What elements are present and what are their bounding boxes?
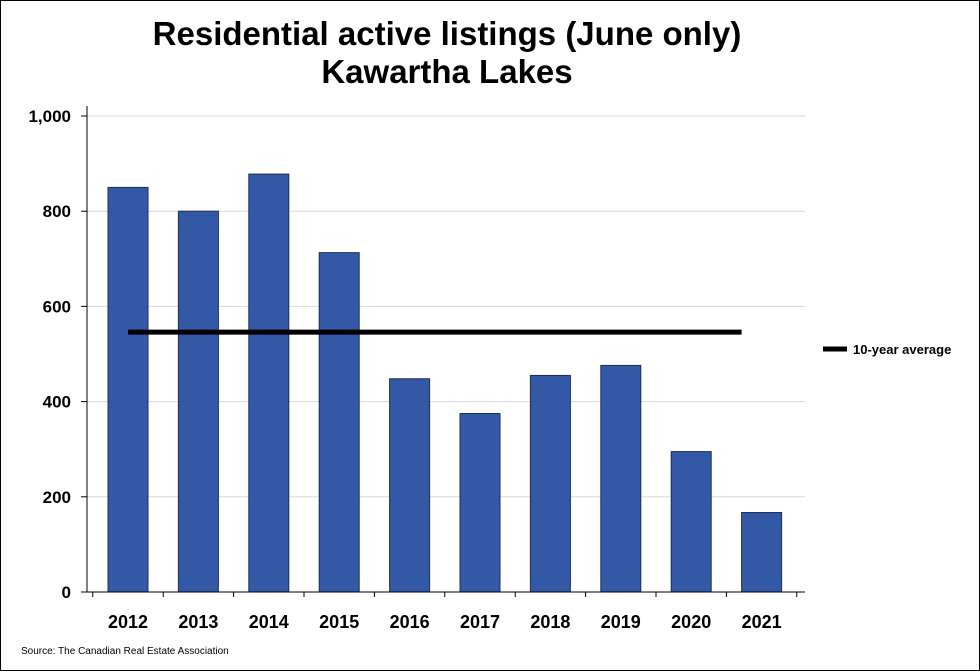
x-tick-label: 2014	[249, 612, 289, 632]
y-tick-label: 200	[43, 488, 71, 507]
y-tick-label: 400	[43, 393, 71, 412]
x-tick-label: 2016	[390, 612, 430, 632]
bar	[177, 210, 219, 593]
bar	[107, 186, 149, 593]
x-tick-label: 2015	[319, 612, 359, 632]
source-note: Source: The Canadian Real Estate Associa…	[21, 646, 229, 657]
bar	[741, 512, 783, 593]
x-tick-label: 2019	[601, 612, 641, 632]
chart-title: Residential active listings (June only)	[152, 15, 742, 52]
chart-subtitle: Kawartha Lakes	[321, 53, 573, 90]
x-tick-label: 2020	[671, 612, 711, 632]
x-tick-label: 2013	[178, 612, 218, 632]
y-tick-label: 600	[43, 297, 71, 316]
x-tick-label: 2012	[108, 612, 148, 632]
y-tick-label: 800	[43, 202, 71, 221]
bar	[389, 378, 431, 593]
bar	[529, 374, 571, 593]
bar	[600, 364, 642, 593]
x-tick-label: 2018	[530, 612, 570, 632]
bar	[318, 252, 360, 593]
legend-label-average: 10-year average	[853, 342, 951, 357]
y-tick-label: 1,000	[28, 107, 71, 126]
y-tick-label: 0	[62, 583, 71, 602]
x-tick-label: 2021	[742, 612, 782, 632]
bar	[459, 413, 501, 593]
chart-title-block: Residential active listings (June only) …	[1, 15, 893, 91]
x-tick-label: 2017	[460, 612, 500, 632]
bar	[248, 173, 290, 593]
bar	[670, 451, 712, 593]
